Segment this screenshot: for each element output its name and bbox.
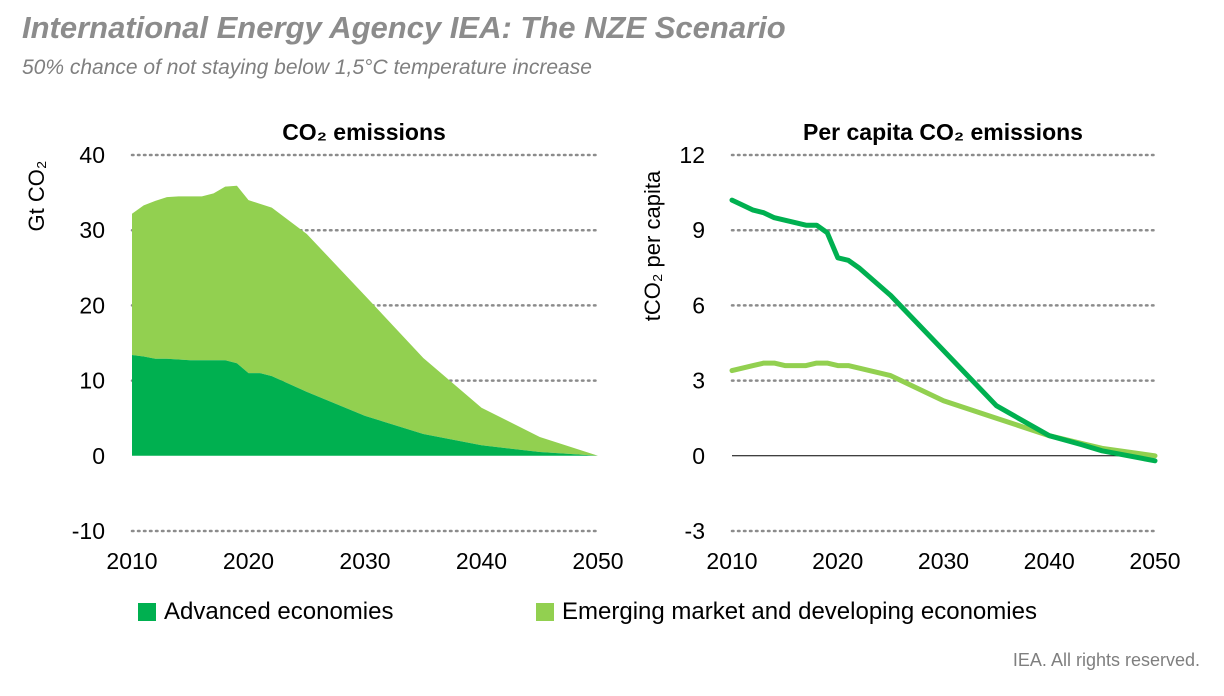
copyright-footer: IEA. All rights reserved. <box>1012 650 1200 670</box>
x-tick-label: 2030 <box>918 548 969 574</box>
y-tick-label: 0 <box>92 443 105 469</box>
chart-title: Per capita CO₂ emissions <box>803 119 1083 145</box>
chart-title: CO₂ emissions <box>282 119 446 145</box>
legend-swatch-emerging <box>536 603 554 621</box>
x-tick-label: 2010 <box>106 548 157 574</box>
x-tick-label: 2020 <box>223 548 274 574</box>
y-tick-label: 12 <box>679 142 705 168</box>
legend-emerging: Emerging market and developing economies <box>536 598 1037 626</box>
legend-label-advanced: Advanced economies <box>164 598 394 625</box>
area-advanced-economies <box>132 355 598 456</box>
y-tick-label: 0 <box>692 443 705 469</box>
y-tick-label: 9 <box>692 217 705 243</box>
line-advanced-economies <box>729 197 1158 464</box>
area-emerging-economies <box>132 185 598 456</box>
x-tick-label: 2040 <box>456 548 507 574</box>
x-tick-label: 2020 <box>812 548 863 574</box>
y-tick-label: 30 <box>79 217 105 243</box>
page-title: International Energy Agency IEA: The NZE… <box>22 10 786 45</box>
y-axis-label: Gt CO₂ <box>24 161 49 232</box>
y-tick-label: -3 <box>685 518 705 544</box>
y-tick-label: 20 <box>79 292 105 318</box>
y-tick-label: 6 <box>692 292 705 318</box>
line-emerging-economies <box>729 360 1158 459</box>
y-tick-label: 10 <box>79 368 105 394</box>
page-subtitle: 50% chance of not staying below 1,5°C te… <box>22 56 592 79</box>
y-tick-label: 40 <box>79 142 105 168</box>
x-tick-label: 2010 <box>706 548 757 574</box>
y-axis-label: tCO₂ per capita <box>640 170 665 321</box>
x-tick-label: 2050 <box>572 548 623 574</box>
x-tick-label: 2050 <box>1129 548 1180 574</box>
y-tick-label: 3 <box>692 368 705 394</box>
legend-swatch-advanced <box>138 603 156 621</box>
legend-advanced: Advanced economies <box>138 598 393 626</box>
y-tick-label: -10 <box>72 518 105 544</box>
x-tick-label: 2040 <box>1024 548 1075 574</box>
legend-label-emerging: Emerging market and developing economies <box>562 598 1037 625</box>
x-tick-label: 2030 <box>339 548 390 574</box>
